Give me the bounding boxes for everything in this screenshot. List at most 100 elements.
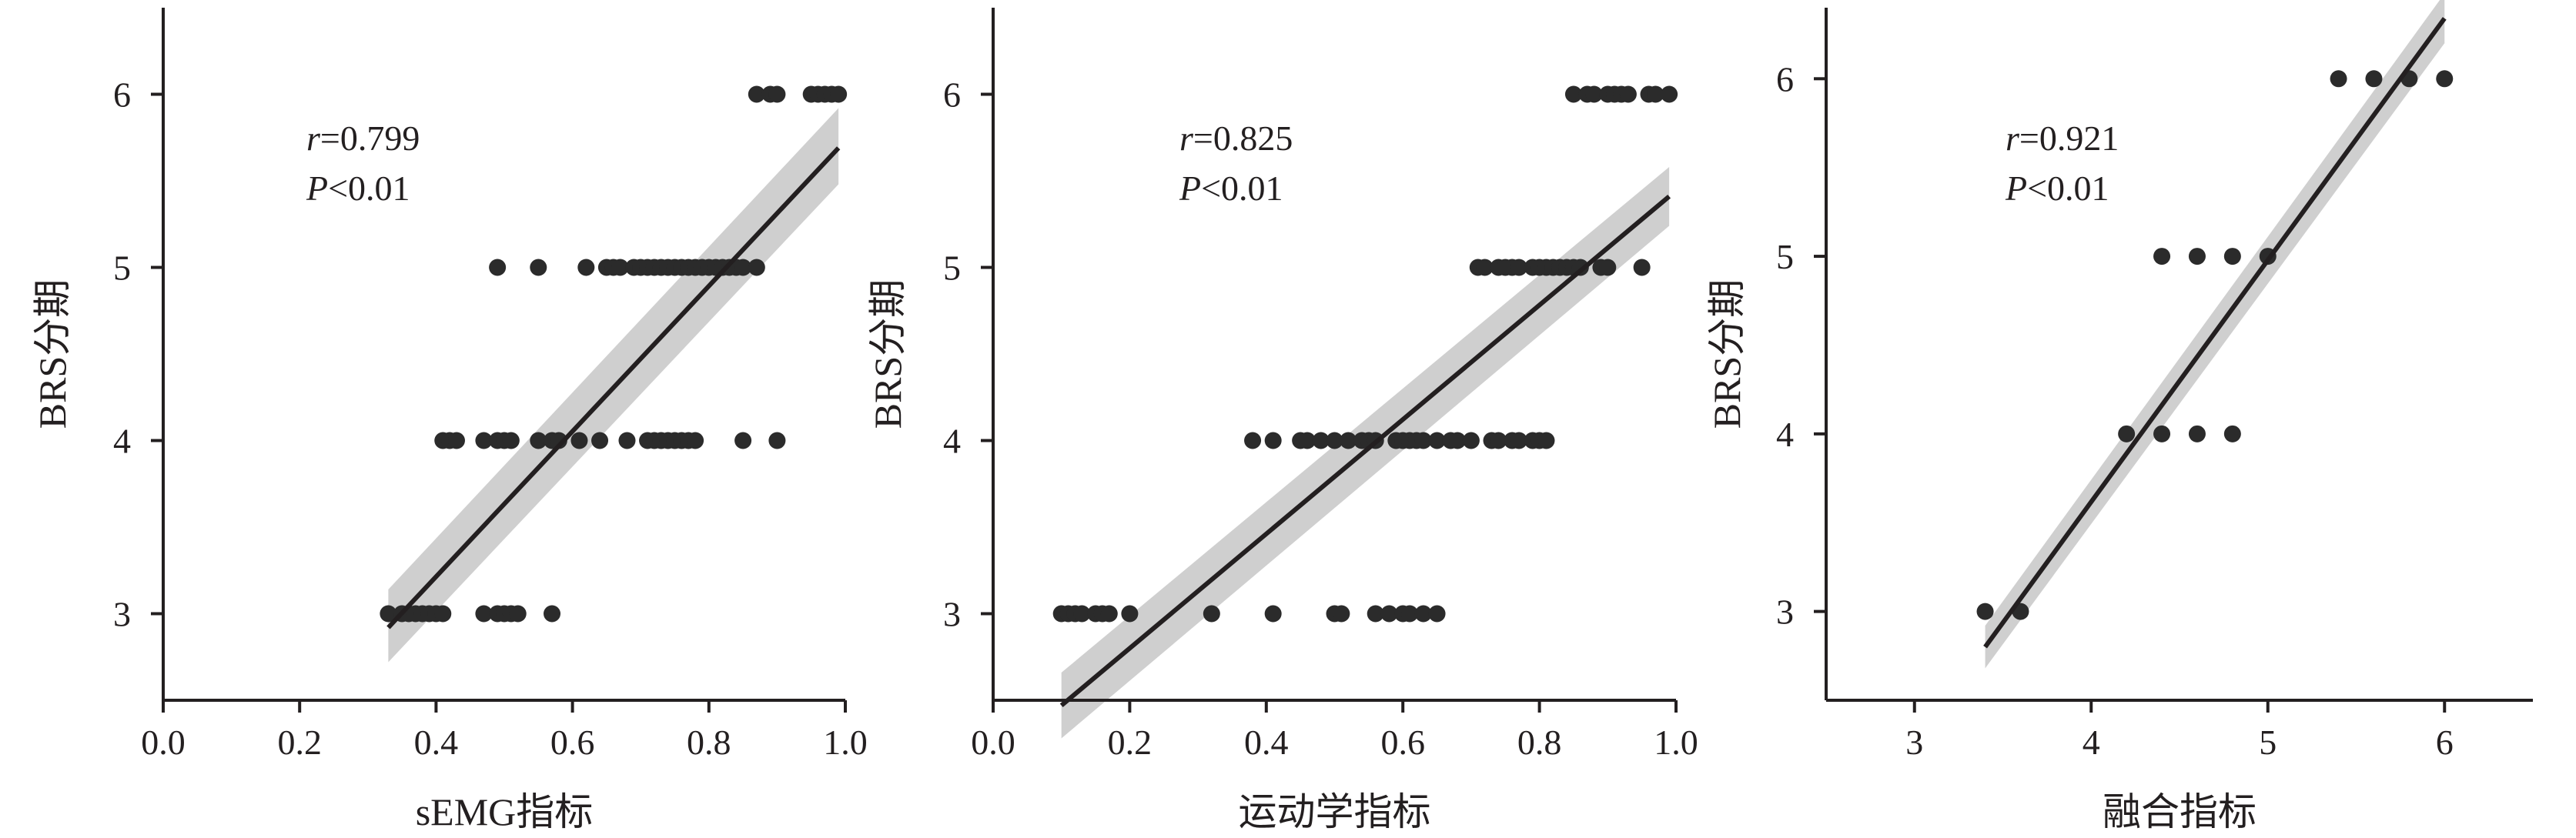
x-axis-title: sEMG指标: [416, 790, 594, 833]
data-point: [687, 432, 704, 449]
x-tick-label: 3: [1905, 723, 1923, 762]
y-tick-label: 4: [113, 422, 131, 461]
data-point: [768, 432, 786, 449]
data-point: [618, 432, 636, 449]
data-point: [1100, 605, 1118, 623]
panel-semg: 0.0 0.2 0.4 0.6 0.8 1.0 3 4 5 6 r=0.799 P<0.01 sE…: [31, 8, 868, 833]
p-value-label: P<0.01: [306, 169, 410, 208]
data-point: [502, 432, 520, 449]
data-point: [489, 259, 507, 276]
data-point: [2365, 70, 2383, 88]
data-point: [2188, 425, 2206, 442]
data-point: [1203, 605, 1220, 623]
data-point: [734, 259, 752, 276]
data-point: [591, 432, 609, 449]
data-point: [1510, 259, 1527, 276]
data-point: [570, 432, 588, 449]
data-point: [2153, 425, 2171, 442]
data-point: [1490, 432, 1507, 449]
data-point: [544, 605, 561, 623]
data-point: [530, 259, 547, 276]
x-tick-label: 0.8: [687, 723, 731, 762]
regression-line: [386, 146, 841, 629]
x-axis-title: 运动学指标: [1239, 790, 1431, 833]
data-point: [1585, 85, 1603, 103]
data-point: [1264, 432, 1282, 449]
data-point: [2330, 70, 2347, 88]
data-point: [1633, 259, 1651, 276]
data-point: [1380, 605, 1398, 623]
r-value-label: r=0.825: [1179, 119, 1293, 158]
data-point: [1449, 432, 1467, 449]
x-tick-label: 0.0: [141, 723, 186, 762]
data-point: [1476, 259, 1494, 276]
x-tick-label: 1.0: [823, 723, 868, 762]
data-point: [1121, 605, 1139, 623]
data-point: [1599, 259, 1617, 276]
data-point: [475, 605, 493, 623]
data-point: [748, 85, 765, 103]
data-point: [1462, 432, 1480, 449]
data-point: [1619, 85, 1637, 103]
y-axis-title: BRS分期: [1705, 279, 1748, 429]
x-tick-label: 1.0: [1654, 723, 1698, 762]
data-point: [1564, 85, 1582, 103]
x-tick-label: 0.4: [1244, 723, 1289, 762]
x-tick-label: 0.6: [1380, 723, 1425, 762]
y-tick-label: 4: [943, 422, 961, 461]
y-tick-label: 6: [113, 75, 131, 115]
data-point: [1073, 605, 1091, 623]
data-point: [1340, 432, 1357, 449]
y-tick-label: 6: [1776, 59, 1794, 98]
r-value-label: r=0.921: [2006, 119, 2119, 158]
y-tick-label: 5: [943, 249, 961, 288]
x-tick-label: 0.2: [277, 723, 322, 762]
y-tick-label: 5: [113, 249, 131, 288]
data-point: [611, 259, 629, 276]
x-tick-label: 0.8: [1517, 723, 1562, 762]
data-point: [475, 432, 493, 449]
data-point: [509, 605, 527, 623]
panel-kinematics: 0.0 0.2 0.4 0.6 0.8 1.0 3 4 5 6 r=0.825 P<0.01 运动…: [866, 8, 1698, 833]
x-tick-label: 5: [2259, 723, 2277, 762]
data-point: [1299, 432, 1316, 449]
data-point: [447, 432, 465, 449]
y-tick-label: 3: [1776, 593, 1794, 632]
x-tick-label: 0.4: [414, 723, 459, 762]
data-point: [1976, 603, 1994, 620]
data-point: [1647, 85, 1664, 103]
y-axis-title: BRS分期: [866, 279, 909, 429]
x-tick-label: 0.2: [1108, 723, 1153, 762]
data-point: [2118, 425, 2136, 442]
y-tick-label: 4: [1776, 415, 1794, 454]
data-point: [1312, 432, 1330, 449]
p-value-label: P<0.01: [2005, 169, 2109, 208]
x-tick-label: 0.0: [971, 723, 1015, 762]
r-value-label: r=0.799: [306, 119, 420, 158]
data-point: [1333, 605, 1350, 623]
x-axis-title: 融合指标: [2103, 790, 2257, 833]
data-point: [768, 85, 786, 103]
data-point: [1414, 605, 1432, 623]
data-point: [2223, 425, 2241, 442]
data-point: [2223, 248, 2241, 265]
p-value-label: P<0.01: [1179, 169, 1283, 208]
y-tick-label: 3: [943, 595, 961, 634]
data-point: [734, 432, 752, 449]
data-point: [550, 432, 567, 449]
data-point: [1428, 432, 1446, 449]
x-tick-label: 0.6: [550, 723, 595, 762]
data-point: [1264, 605, 1282, 623]
data-point: [2153, 248, 2171, 265]
data-point: [1414, 432, 1432, 449]
data-point: [1510, 432, 1527, 449]
regression-line: [1059, 194, 1671, 708]
data-point: [1326, 432, 1343, 449]
data-point: [1537, 432, 1555, 449]
x-tick-label: 6: [2436, 723, 2454, 762]
data-point: [2436, 70, 2454, 88]
y-axis-title: BRS分期: [31, 279, 74, 429]
data-point: [434, 605, 452, 623]
x-tick-label: 4: [2083, 723, 2100, 762]
